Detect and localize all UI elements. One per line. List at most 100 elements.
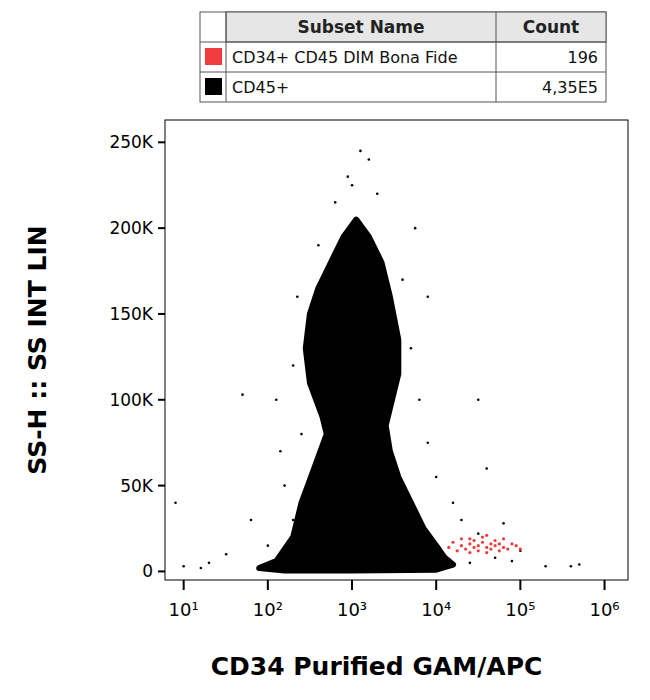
legend-count: 196 [567, 48, 598, 67]
event-dot [498, 549, 501, 552]
plot-frame [165, 120, 628, 580]
event-dot [477, 549, 480, 552]
y-tick [158, 399, 165, 401]
event-dot [472, 539, 475, 542]
event-dot [510, 542, 513, 545]
event-dot [451, 541, 454, 544]
event-dot [435, 476, 438, 479]
legend-swatch [205, 48, 222, 65]
event-dot [460, 519, 463, 522]
y-tick [158, 141, 165, 143]
event-dot [334, 201, 337, 204]
event-dot [296, 295, 299, 298]
event-dot [578, 563, 581, 566]
event-dot [368, 158, 371, 161]
legend-label: CD34+ CD45 DIM Bona Fide [232, 48, 458, 67]
event-dot [519, 548, 522, 551]
event-dot [469, 562, 472, 565]
x-tick-label: 10¹ [169, 599, 199, 620]
event-dot [267, 544, 270, 547]
y-tick-label: 100K [109, 390, 153, 410]
event-dot [544, 565, 547, 568]
event-dot [481, 535, 484, 538]
event-dot [498, 542, 501, 545]
y-tick [158, 485, 165, 487]
y-tick-label: 50K [120, 476, 154, 496]
event-dot [481, 541, 484, 544]
event-dot [570, 565, 573, 568]
event-dot [359, 150, 362, 153]
event-dot [447, 546, 450, 549]
y-tick-label: 250K [109, 132, 153, 152]
x-tick-label: 10⁶ [589, 599, 619, 620]
x-tick-label: 10⁴ [421, 599, 451, 620]
event-dot [477, 532, 480, 535]
event-dot [418, 398, 421, 401]
event-dot [351, 184, 354, 187]
event-dot [460, 544, 463, 547]
y-axis-label: SS-H :: SS INT LIN [23, 225, 52, 474]
y-tick-label: 150K [109, 304, 153, 324]
event-dot [477, 398, 480, 401]
x-tick [351, 580, 353, 590]
event-dot [472, 546, 475, 549]
event-dot [468, 542, 471, 545]
event-dot [225, 553, 228, 556]
event-dot [347, 175, 350, 178]
event-dot [489, 548, 492, 551]
event-dot [275, 398, 278, 401]
event-dot [485, 534, 488, 537]
event-dot [460, 537, 463, 540]
event-dot [468, 551, 471, 554]
x-tick [519, 580, 521, 590]
x-tick [183, 580, 185, 590]
chart: 050K100K150K200K250K10¹10²10³10⁴10⁵10⁶CD… [0, 0, 650, 700]
legend-row-line [200, 42, 606, 43]
event-dot [241, 393, 244, 396]
event-dot [506, 548, 509, 551]
event-dot [250, 519, 253, 522]
legend-col-line [226, 12, 227, 102]
event-dot [468, 537, 471, 540]
event-dot [502, 546, 505, 549]
legend-box [200, 12, 606, 102]
event-dot [494, 544, 497, 547]
legend-swatch [205, 78, 222, 95]
event-dot [414, 227, 417, 230]
event-dot [283, 484, 286, 487]
event-dot [426, 295, 429, 298]
event-dot [515, 544, 518, 547]
event-dot [502, 522, 505, 525]
x-tick [604, 580, 606, 590]
event-dot [200, 567, 203, 570]
density-region [259, 220, 453, 571]
legend-header: Count [523, 17, 580, 37]
event-dot [489, 542, 492, 545]
legend-label: CD45+ [232, 78, 289, 97]
event-dot [376, 193, 379, 196]
event-dot [452, 501, 455, 504]
event-dot [477, 544, 480, 547]
y-tick-label: 0 [142, 561, 153, 581]
event-dot [494, 539, 497, 542]
event-dot [292, 364, 295, 367]
y-tick-label: 200K [109, 218, 153, 238]
legend-header: Subset Name [297, 17, 424, 37]
x-axis-label: CD34 Purified GAM/APC [211, 652, 543, 681]
event-dot [485, 551, 488, 554]
event-dot [174, 501, 177, 504]
event-dot [410, 347, 413, 350]
y-tick [158, 227, 165, 229]
x-tick [435, 580, 437, 590]
event-dot [426, 441, 429, 444]
event-dot [317, 244, 320, 247]
event-dot [511, 560, 514, 563]
event-dot [208, 562, 211, 565]
event-dot [279, 450, 282, 453]
event-dot [464, 548, 467, 551]
legend-header-bg [226, 12, 606, 42]
event-dot [494, 556, 497, 559]
legend-col-line [496, 12, 497, 102]
event-dot [456, 549, 459, 552]
event-dot [300, 433, 303, 436]
